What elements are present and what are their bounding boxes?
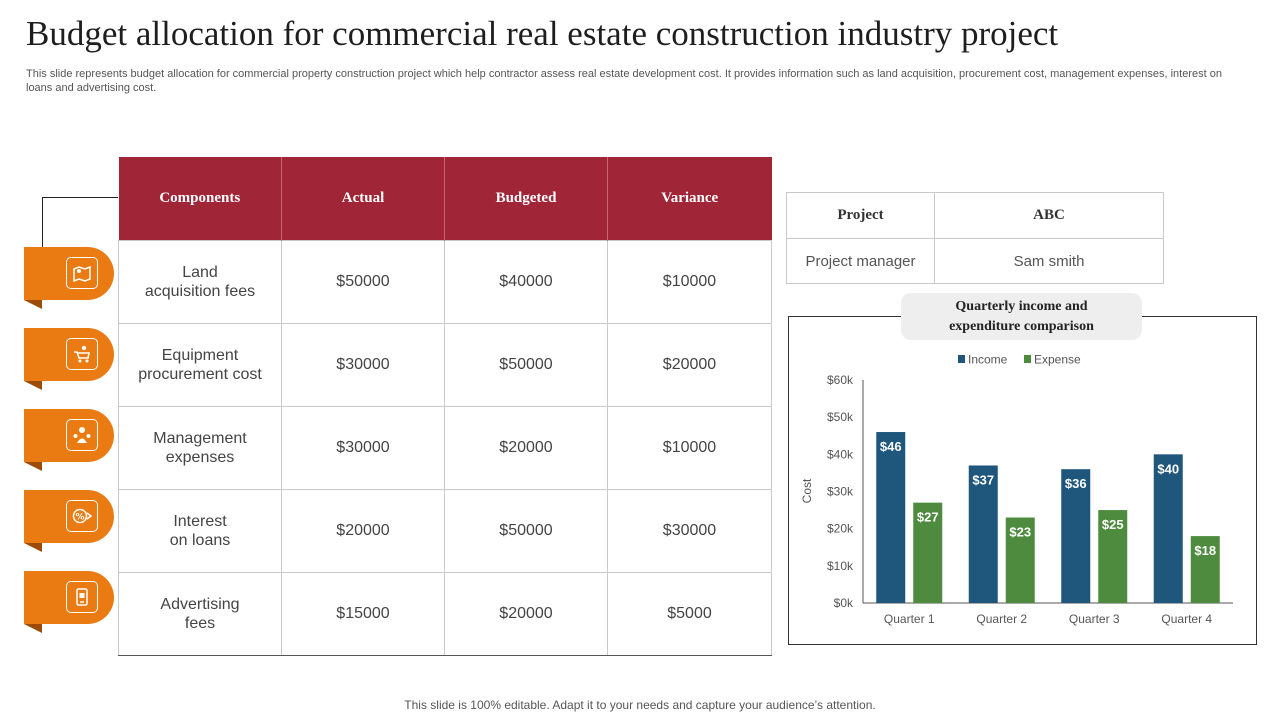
income-expense-chart: $0k $10k $20k $30k $40k $50k $60k Cost Income Exp… (800, 353, 1233, 626)
variance-cell: $10000 (607, 240, 772, 324)
table-row: Advertising fees $15000 $20000 $5000 (118, 572, 772, 656)
x-tick-label: Quarter 4 (1161, 612, 1212, 626)
chart-title: Quarterly income and expenditure compari… (901, 293, 1142, 340)
bar-data-label: $23 (1009, 525, 1031, 540)
legend-label: Expense (1034, 353, 1081, 367)
budgeted-cell: $50000 (444, 489, 608, 573)
bar-expense (1098, 510, 1128, 603)
actual-cell: $20000 (281, 489, 445, 573)
bar-income (1061, 469, 1091, 603)
budgeted-cell: $20000 (444, 572, 608, 656)
legend-label: Income (968, 353, 1008, 367)
component-cell: Advertising fees (118, 572, 282, 656)
actual-cell: $30000 (281, 406, 445, 490)
bar-income (1153, 454, 1183, 603)
bar-data-label: $25 (1102, 517, 1124, 532)
project-value: ABC (934, 192, 1164, 239)
budgeted-cell: $20000 (444, 406, 608, 490)
component-cell: Management expenses (118, 406, 282, 490)
y-axis-label: Cost (800, 478, 814, 503)
tab-land-acquisition (24, 247, 114, 309)
actual-cell: $50000 (281, 240, 445, 324)
svg-text:%: % (75, 513, 84, 523)
x-tick-label: Quarter 2 (976, 612, 1027, 626)
bar-income (876, 432, 906, 603)
manager-row: Project manager Sam smith (786, 238, 1164, 284)
component-cell: Land acquisition fees (118, 240, 282, 324)
mobile-ad-icon (66, 581, 98, 613)
y-tick-label: $40k (827, 447, 854, 461)
header-budgeted: Budgeted (444, 157, 608, 241)
header-actual: Actual (281, 157, 445, 241)
budgeted-cell: $40000 (444, 240, 608, 324)
interest-percent-icon: % (66, 500, 98, 532)
page-title: Budget allocation for commercial real es… (26, 14, 1059, 53)
budgeted-cell: $50000 (444, 323, 608, 407)
bar-expense (1190, 536, 1220, 603)
y-tick-label: $50k (827, 410, 854, 424)
shopping-cart-icon (66, 338, 98, 370)
bar-data-label: $37 (972, 472, 994, 487)
tab-equipment-procurement (24, 328, 114, 390)
tab-interest-on-loans: % (24, 490, 114, 552)
actual-cell: $30000 (281, 323, 445, 407)
header-components: Components (118, 157, 282, 241)
bar-data-label: $40 (1157, 461, 1179, 476)
tab-management-expenses (24, 409, 114, 471)
y-tick-label: $20k (827, 522, 854, 536)
bar-data-label: $18 (1194, 543, 1216, 558)
project-row: Project ABC (786, 192, 1164, 239)
y-tick-label: $60k (827, 373, 854, 387)
x-tick-label: Quarter 3 (1069, 612, 1120, 626)
budget-table: Components Actual Budgeted Variance Land… (118, 157, 772, 656)
page-subtitle: This slide represents budget allocation … (26, 68, 1222, 94)
legend-swatch (958, 355, 965, 363)
chart-title-line-1: Quarterly income and (955, 298, 1088, 314)
connector-line (42, 197, 118, 267)
variance-cell: $20000 (607, 323, 772, 407)
table-row: Equipment procurement cost $30000 $50000 … (118, 323, 772, 407)
team-management-icon (66, 419, 98, 451)
footer-note: This slide is 100% editable. Adapt it to… (404, 698, 876, 712)
bar-data-label: $46 (880, 439, 902, 454)
variance-cell: $5000 (607, 572, 772, 656)
variance-cell: $30000 (607, 489, 772, 573)
component-cell: Equipment procurement cost (118, 323, 282, 407)
chart-title-line-2: expenditure comparison (949, 318, 1094, 334)
y-tick-label: $10k (827, 559, 854, 573)
x-tick-label: Quarter 1 (884, 612, 935, 626)
variance-cell: $10000 (607, 406, 772, 490)
bar-expense (913, 502, 943, 603)
y-tick-label: $30k (827, 485, 854, 499)
bar-expense (1005, 517, 1035, 603)
header-variance: Variance (607, 157, 772, 241)
manager-value: Sam smith (934, 238, 1164, 284)
component-cell: Interest on loans (118, 489, 282, 573)
tab-advertising-fees (24, 571, 114, 633)
table-row: Interest on loans $20000 $50000 $30000 (118, 489, 772, 573)
bar-data-label: $36 (1065, 476, 1087, 491)
table-row: Land acquisition fees $50000 $40000 $1000… (118, 240, 772, 324)
bar-income (968, 465, 998, 603)
project-info-table: Project ABC Project manager Sam smith (786, 192, 1164, 284)
actual-cell: $15000 (281, 572, 445, 656)
table-row: Management expenses $30000 $20000 $10000 (118, 406, 772, 490)
bar-data-label: $27 (917, 510, 939, 525)
y-tick-label: $0k (834, 596, 854, 610)
project-label: Project (786, 192, 935, 239)
legend-swatch (1024, 355, 1031, 363)
budget-table-header: Components Actual Budgeted Variance (118, 157, 772, 241)
manager-label: Project manager (786, 238, 935, 284)
land-map-icon (66, 257, 98, 289)
